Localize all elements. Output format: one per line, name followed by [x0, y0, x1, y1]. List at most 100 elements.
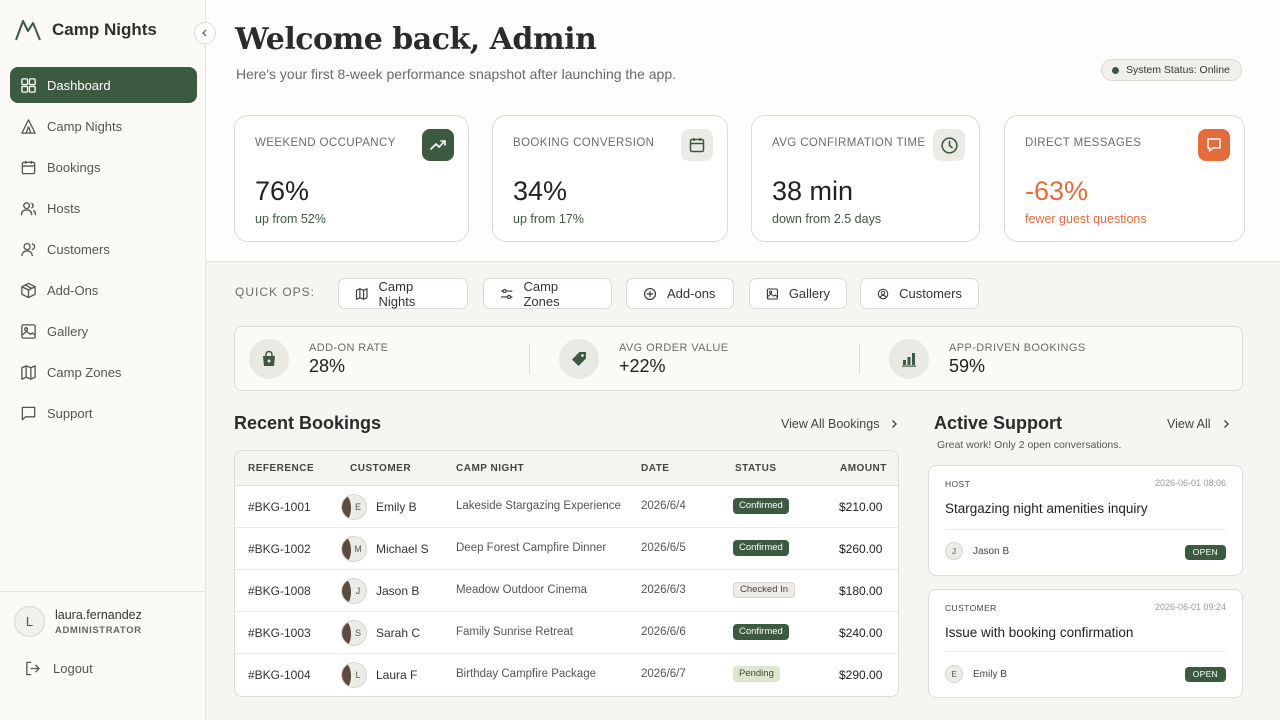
sidebar-divider — [0, 591, 206, 592]
sidebar-item-dashboard[interactable]: Dashboard — [10, 67, 197, 103]
booking-customer: M Michael S — [341, 536, 429, 562]
quick-op-label: Customers — [899, 286, 962, 301]
view-all-bookings-link[interactable]: View All Bookings — [781, 417, 899, 431]
stat-divider — [529, 344, 530, 374]
calendar-icon — [21, 160, 36, 174]
booking-customer: S Sarah C — [341, 620, 420, 646]
status-badge: OPEN — [1184, 667, 1226, 682]
sidebar-item-gallery[interactable]: Gallery — [10, 313, 197, 349]
kpi-card-direct-messages[interactable]: DIRECT MESSAGES -63% fewer guest questio… — [1004, 115, 1245, 242]
sidebar-item-label: Gallery — [47, 323, 89, 339]
avatar: M — [341, 536, 367, 562]
avatar: J — [341, 578, 367, 604]
sidebar-nav: Dashboard Camp Nights Bookings Hosts Cus… — [10, 67, 197, 436]
booking-amount: $240.00 — [839, 626, 883, 640]
column-header[interactable]: CUSTOMER — [350, 463, 412, 474]
sidebar-item-label: Camp Nights — [47, 118, 123, 134]
booking-amount: $290.00 — [839, 668, 883, 682]
avatar: L — [341, 662, 367, 688]
ticket-user-name: Jason B — [973, 545, 1010, 557]
booking-reference: #BKG-1001 — [248, 500, 311, 514]
table-row[interactable]: #BKG-1002 M Michael S Deep Forest Campfir… — [235, 528, 898, 570]
stats-strip: ADD-ON RATE 28% AVG ORDER VALUE +22% APP… — [234, 326, 1243, 391]
sidebar-item-camp-zones[interactable]: Camp Zones — [10, 354, 197, 390]
kpi-sub: up from 17% — [513, 212, 584, 226]
chevron-right-icon — [892, 420, 898, 428]
quick-op-customers[interactable]: Customers — [860, 278, 979, 309]
table-row[interactable]: #BKG-1008 J Jason B Meadow Outdoor Cinema… — [235, 570, 898, 612]
bar-chart-icon — [889, 339, 929, 379]
booking-customer: E Emily B — [341, 494, 417, 520]
dashboard-icon — [21, 77, 36, 93]
tag-icon — [559, 339, 599, 379]
kpi-sub: down from 2.5 days — [772, 212, 882, 226]
quick-op-add-ons[interactable]: Add-ons — [626, 278, 734, 309]
kpi-value: 34% — [513, 176, 568, 206]
kpi-label: WEEKEND OCCUPANCY — [255, 137, 396, 149]
sidebar-item-support[interactable]: Support — [10, 395, 197, 431]
booking-date: 2026/6/7 — [641, 668, 686, 680]
sidebar-item-hosts[interactable]: Hosts — [10, 190, 197, 226]
users-icon — [20, 201, 37, 215]
plus-circle-icon — [643, 287, 657, 300]
booking-camp-night: Meadow Outdoor Cinema — [456, 584, 588, 596]
kpi-sub: fewer guest questions — [1025, 212, 1147, 226]
quick-op-label: Gallery — [788, 286, 830, 301]
image-icon — [766, 287, 778, 300]
table-header: REFERENCE CUSTOMER CAMP NIGHT DATE STATU… — [235, 451, 898, 486]
kpi-card-weekend-occupancy[interactable]: WEEKEND OCCUPANCY 76% up from 52% — [234, 115, 469, 242]
user-profile[interactable]: L laura.fernandez ADMINISTRATOR — [14, 606, 142, 637]
booking-date: 2026/6/5 — [641, 542, 686, 554]
chevron-right-icon — [1223, 420, 1229, 428]
column-header[interactable]: STATUS — [735, 463, 777, 474]
kpi-sub: up from 52% — [255, 212, 326, 226]
ticket-type: HOST — [945, 479, 971, 489]
map-icon — [355, 287, 368, 300]
quick-op-gallery[interactable]: Gallery — [749, 278, 847, 309]
quick-op-label: Camp Nights — [378, 278, 416, 309]
support-ticket[interactable]: HOST 2026-06-01 08:06 Stargazing night a… — [928, 465, 1243, 576]
package-icon — [21, 282, 36, 298]
quick-op-camp-nights[interactable]: Camp Nights — [338, 278, 468, 309]
sidebar-item-bookings[interactable]: Bookings — [10, 149, 197, 185]
avatar-initial: L — [355, 670, 361, 680]
sidebar-item-add-ons[interactable]: Add-Ons — [10, 272, 197, 308]
quick-ops-label: QUICK OPS: — [235, 285, 316, 299]
view-all-support-label: View All — [1167, 417, 1211, 431]
table-row[interactable]: #BKG-1001 E Emily B Lakeside Stargazing E… — [235, 486, 898, 528]
avatar-initial: J — [355, 586, 361, 596]
sidebar-item-label: Customers — [47, 241, 110, 257]
kpi-card-booking-conversion[interactable]: BOOKING CONVERSION 34% up from 17% — [492, 115, 728, 242]
sidebar-item-customers[interactable]: Customers — [10, 231, 197, 267]
customer-name: Michael S — [376, 542, 429, 556]
column-header[interactable]: CAMP NIGHT — [456, 463, 525, 474]
column-header[interactable]: AMOUNT — [840, 463, 887, 474]
stat-label: ADD-ON RATE — [309, 341, 389, 354]
collapse-sidebar-button[interactable] — [194, 22, 216, 44]
stat-divider — [859, 344, 860, 374]
brand[interactable]: Camp Nights — [14, 18, 157, 42]
table-row[interactable]: #BKG-1003 S Sarah C Family Sunrise Retrea… — [235, 612, 898, 654]
user-name: laura.fernandez — [55, 607, 142, 622]
view-all-support-link[interactable]: View All — [1167, 417, 1231, 431]
user-role: ADMINISTRATOR — [55, 624, 142, 636]
support-ticket[interactable]: CUSTOMER 2026-06-01 09:24 Issue with boo… — [928, 589, 1243, 698]
clock-icon — [933, 129, 965, 161]
column-header[interactable]: REFERENCE — [248, 463, 315, 474]
sidebar-item-camp-nights[interactable]: Camp Nights — [10, 108, 197, 144]
view-all-bookings-label: View All Bookings — [781, 417, 880, 431]
logout-button[interactable]: Logout — [24, 660, 93, 677]
booking-camp-night: Lakeside Stargazing Experience — [456, 500, 621, 512]
status-dot-icon — [1112, 66, 1119, 74]
table-row[interactable]: #BKG-1004 L Laura F Birthday Campfire Pac… — [235, 654, 898, 696]
column-header[interactable]: DATE — [641, 463, 670, 474]
avatar-initial: M — [354, 544, 362, 554]
booking-reference: #BKG-1008 — [248, 584, 311, 598]
sidebar-item-label: Dashboard — [47, 77, 111, 93]
user-icon — [21, 242, 36, 256]
kpi-card-avg-confirmation-time[interactable]: AVG CONFIRMATION TIME 38 min down from 2… — [751, 115, 980, 242]
ticket-divider — [945, 529, 1226, 530]
stat-value: 59% — [949, 355, 986, 376]
quick-op-camp-zones[interactable]: Camp Zones — [483, 278, 612, 309]
kpi-value: 38 min — [772, 176, 854, 206]
